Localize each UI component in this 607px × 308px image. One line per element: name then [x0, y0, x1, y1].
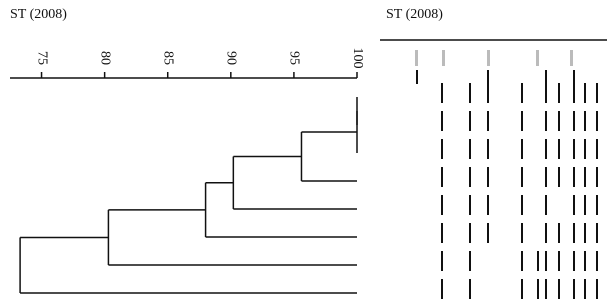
gel-band: [487, 83, 489, 103]
gel-band: [469, 279, 471, 299]
gel-band: [469, 251, 471, 271]
gel-band: [441, 167, 443, 187]
gel-band: [487, 167, 489, 187]
gel-band: [487, 70, 489, 84]
gel-band: [545, 195, 547, 215]
gel-band: [596, 279, 598, 299]
gel-band: [573, 195, 575, 215]
gel-band: [584, 223, 586, 243]
gel-band: [584, 167, 586, 187]
gel-band: [596, 83, 598, 103]
chart-title: ST (2008): [10, 7, 67, 22]
gel-band: [573, 70, 575, 84]
gel-band: [545, 279, 547, 299]
gel-band: [573, 223, 575, 243]
gel-band: [596, 111, 598, 131]
gel-band: [487, 195, 489, 215]
gel-band: [441, 251, 443, 271]
gel-band: [469, 83, 471, 103]
chart: ST (2008) ST (2008) 75 80 85 90 95 100: [0, 0, 607, 303]
gel-band: [469, 139, 471, 159]
x-tick-label: 95: [287, 51, 302, 65]
gel-band: [558, 139, 560, 159]
gel-band: [573, 83, 575, 103]
gel-band: [596, 251, 598, 271]
gel-band: [469, 167, 471, 187]
x-tick-label: 100: [350, 48, 365, 69]
gel-band: [596, 167, 598, 187]
gel-band-faint: [536, 50, 539, 66]
x-tick-label: 85: [161, 51, 176, 65]
gel-band: [558, 223, 560, 243]
gel-band: [545, 70, 547, 84]
gel-band: [469, 111, 471, 131]
gel-band: [596, 139, 598, 159]
panel-title: ST (2008): [386, 7, 443, 22]
gel-band: [441, 279, 443, 299]
gel-band: [596, 195, 598, 215]
page: ST (2008) ST (2008) 7580859095100 (() =>…: [0, 0, 607, 303]
gel-band: [573, 279, 575, 299]
gel-band: [558, 251, 560, 271]
gel-band-faint: [487, 50, 490, 66]
gel-band: [521, 195, 523, 215]
gel-band: [573, 251, 575, 271]
gel-band: [545, 167, 547, 187]
gel-band: [573, 111, 575, 131]
gel-band: [545, 111, 547, 131]
gel-band: [558, 111, 560, 131]
x-tick-label: 75: [34, 51, 49, 65]
gel-band: [537, 279, 539, 299]
gel-band-faint: [415, 50, 418, 66]
gel-band: [537, 251, 539, 271]
gel-band: [469, 223, 471, 243]
x-tick-label: 80: [97, 51, 112, 65]
gel-band: [596, 223, 598, 243]
gel-band: [416, 70, 418, 84]
x-tick-label: 90: [224, 51, 239, 65]
gel-band: [545, 83, 547, 103]
gel-band: [521, 251, 523, 271]
gel-band: [558, 167, 560, 187]
gel-band: [441, 111, 443, 131]
gel-band: [441, 139, 443, 159]
gel-band: [545, 139, 547, 159]
gel-band: [573, 167, 575, 187]
gel-band-faint: [442, 50, 445, 66]
gel-band: [521, 83, 523, 103]
gel-band: [584, 195, 586, 215]
gel-band: [558, 83, 560, 103]
gel-band: [521, 167, 523, 187]
gel-band: [584, 83, 586, 103]
gel-band: [558, 279, 560, 299]
gel-band: [521, 223, 523, 243]
gel-band: [545, 223, 547, 243]
gel-band: [584, 279, 586, 299]
gel-band: [521, 139, 523, 159]
gel-band: [441, 83, 443, 103]
gel-band: [584, 111, 586, 131]
gel-image: [415, 50, 598, 299]
gel-band: [441, 195, 443, 215]
gel-band: [441, 223, 443, 243]
gel-band: [545, 251, 547, 271]
gel-band: [487, 139, 489, 159]
gel-band: [521, 111, 523, 131]
gel-band: [584, 251, 586, 271]
gel-band: [584, 139, 586, 159]
gel-band: [521, 279, 523, 299]
gel-band: [469, 195, 471, 215]
gel-band: [487, 111, 489, 131]
gel-band-faint: [570, 50, 573, 66]
gel-band: [573, 139, 575, 159]
gel-band: [487, 223, 489, 243]
